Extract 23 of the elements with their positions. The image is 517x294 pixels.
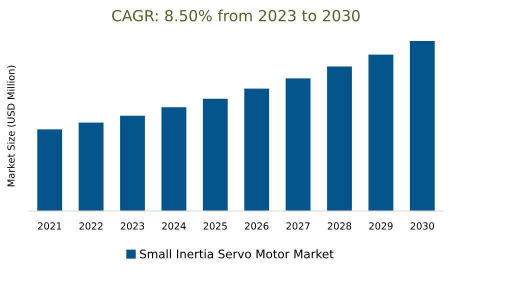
bar xyxy=(410,41,435,211)
x-tick-label: 2021 xyxy=(38,222,62,230)
bar xyxy=(120,116,145,211)
bar xyxy=(78,122,104,211)
bar xyxy=(327,66,352,211)
bar xyxy=(368,54,394,211)
legend-label: Small Inertia Servo Motor Market xyxy=(140,249,334,258)
bar xyxy=(286,78,311,211)
x-tick-label: 2029 xyxy=(369,222,393,230)
y-axis-title: Market Size (USD Million) xyxy=(7,66,16,186)
chart-title: CAGR: 8.50% from 2023 to 2030 xyxy=(112,10,360,22)
bar xyxy=(161,107,186,211)
bar xyxy=(244,88,270,211)
x-tick-label: 2030 xyxy=(410,222,434,230)
x-tick-label: 2028 xyxy=(328,222,352,230)
x-tick-label: 2025 xyxy=(204,222,227,230)
x-tick-label: 2024 xyxy=(162,222,186,230)
x-tick-label: 2027 xyxy=(286,222,310,230)
x-tick-label: 2023 xyxy=(120,222,144,230)
bar xyxy=(202,98,228,211)
x-tick-label: 2026 xyxy=(245,222,268,230)
bar xyxy=(37,129,62,211)
x-tick-label: 2022 xyxy=(79,222,102,230)
